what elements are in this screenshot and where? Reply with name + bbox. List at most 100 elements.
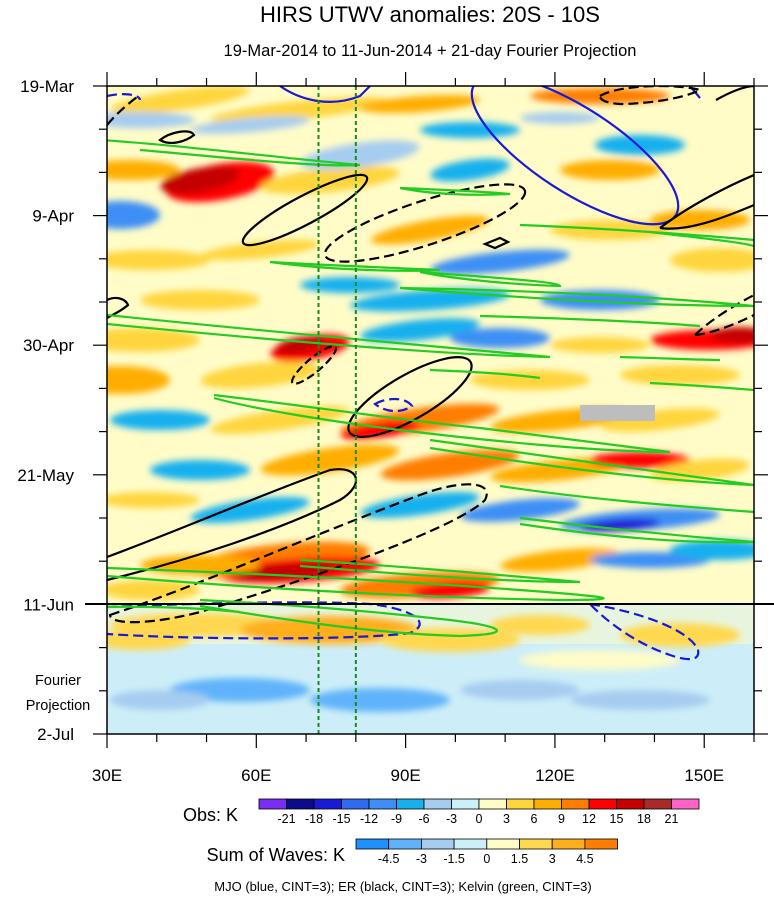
y-tick-label: 2-Jul xyxy=(37,725,74,744)
er-contour-positive-b xyxy=(347,356,473,438)
kelvin-contour-14 xyxy=(499,484,754,514)
waves-colorbar-level-label: -3 xyxy=(416,852,427,866)
er-contour-positive-a xyxy=(241,173,369,247)
anomaly-blob xyxy=(110,690,210,710)
y-tick-label: 21-May xyxy=(17,466,74,485)
mjo-contour-positive-top xyxy=(279,86,371,103)
obs-colorbar-level-label: -12 xyxy=(360,812,378,826)
y-tick-label: 30-Apr xyxy=(23,336,74,355)
anomaly-blob xyxy=(380,628,520,652)
kelvin-contour-4 xyxy=(269,260,441,272)
kelvin-contour-15 xyxy=(519,516,754,544)
waves-colorbar-color-box xyxy=(388,838,422,850)
missing-data-patch xyxy=(580,405,655,421)
anomaly-blob xyxy=(460,680,580,700)
er-contour-negative-a xyxy=(323,183,527,263)
anomaly-blob xyxy=(370,215,490,245)
anomaly-blob xyxy=(210,406,350,434)
anomaly-blob xyxy=(300,277,400,293)
obs-colorbar-level-label: -21 xyxy=(277,812,295,826)
anomaly-blob xyxy=(340,420,420,440)
anomaly-blob xyxy=(540,290,660,310)
obs-colorbar-color-box xyxy=(341,798,370,810)
obs-colorbar-level-label: 9 xyxy=(558,812,565,826)
anomaly-blob xyxy=(110,86,250,114)
anomaly-blob xyxy=(360,94,480,114)
y-tick-label: 11-Jun xyxy=(23,595,74,614)
anomaly-blob xyxy=(140,290,260,310)
waves-colorbar: -4.5 -3 -1.5 0 1.5 3 4.5 xyxy=(355,838,619,866)
anomaly-blob xyxy=(620,365,740,385)
obs-colorbar-level-label: 6 xyxy=(531,812,538,826)
mjo-contour-positive-right xyxy=(470,86,680,226)
anomaly-blob xyxy=(595,135,685,155)
chart-subtitle: 19-Mar-2014 to 11-Jun-2014 + 21-day Four… xyxy=(224,42,637,60)
x-tick-label: 120E xyxy=(535,766,575,785)
obs-colorbar-color-box xyxy=(286,798,315,810)
kelvin-contour-11 xyxy=(649,381,754,392)
anomaly-blob xyxy=(620,623,740,647)
anomaly-blob xyxy=(500,548,620,572)
waves-colorbar-level-label: 3 xyxy=(549,852,556,866)
obs-colorbar-level-label: 15 xyxy=(610,812,624,826)
waves-colorbar-color-box xyxy=(551,838,586,850)
kelvin-contour-6 xyxy=(399,286,754,308)
kelvin-contour-18 xyxy=(199,598,499,638)
y-axis: 19-Mar 9-Apr 30-Apr 21-May 11-Jun 2-Jul xyxy=(17,77,768,744)
kelvin-contour-19 xyxy=(107,605,241,614)
anomaly-blob xyxy=(190,116,310,134)
obs-colorbar-label: Obs: K xyxy=(183,805,238,825)
mjo-contour-negative-bottom-left xyxy=(107,601,421,640)
kelvin-contour-8 xyxy=(479,314,701,328)
waves-colorbar-level-label: -1.5 xyxy=(443,852,465,866)
waves-colorbar-level-label: 4.5 xyxy=(576,852,593,866)
er-contour-small-loop xyxy=(158,130,196,144)
kelvin-contour-16 xyxy=(107,566,605,602)
er-contour-positive-c xyxy=(107,468,358,582)
obs-colorbar-level-label: -3 xyxy=(446,812,457,826)
anomaly-blob xyxy=(107,492,200,508)
anomaly-blob xyxy=(190,497,310,523)
anomaly-blob xyxy=(600,408,720,432)
mjo-contour-negative-top-left xyxy=(107,93,142,101)
projection-label-line-2: Projection xyxy=(26,698,90,714)
anomaly-blob xyxy=(107,580,200,600)
obs-colorbar-color-box xyxy=(671,798,700,810)
er-contour-top-left xyxy=(107,94,141,126)
anomaly-blob xyxy=(260,444,400,476)
anomaly-blob xyxy=(200,361,320,389)
er-contour-negative-top-right xyxy=(598,86,703,106)
obs-colorbar-color-box xyxy=(313,798,342,810)
obs-colorbar-level-label: -18 xyxy=(305,812,323,826)
obs-colorbar-color-box xyxy=(506,798,535,810)
obs-colorbar-level-label: 3 xyxy=(503,812,510,826)
kelvin-contour-1 xyxy=(107,139,361,167)
anomaly-blob xyxy=(670,248,754,272)
obs-colorbar-level-label: -6 xyxy=(418,812,429,826)
anomaly-blob xyxy=(520,650,680,670)
waves-colorbar-level-label: 1.5 xyxy=(511,852,528,866)
anomaly-blob xyxy=(650,458,750,482)
anomaly-blob xyxy=(107,160,180,180)
kelvin-contour-7 xyxy=(107,313,551,359)
x-tick-label: 60E xyxy=(241,766,271,785)
er-contour-negative-c xyxy=(108,483,488,624)
anomaly-blob xyxy=(310,688,450,712)
x-tick-label: 30E xyxy=(92,766,122,785)
plot-frame xyxy=(106,85,755,735)
obs-colorbar-level-label: 0 xyxy=(476,812,483,826)
anomaly-field xyxy=(107,86,754,734)
reference-lines xyxy=(317,86,357,734)
waves-colorbar-label: Sum of Waves: K xyxy=(207,845,345,865)
kelvin-contour-17 xyxy=(299,558,581,584)
obs-colorbar-color-box xyxy=(588,798,617,810)
waves-colorbar-level-label: -4.5 xyxy=(378,852,400,866)
waves-colorbar-color-box xyxy=(453,838,488,850)
obs-colorbar-level-label: 12 xyxy=(582,812,596,826)
anomaly-blob xyxy=(710,327,754,343)
anomaly-blob xyxy=(570,690,710,710)
chart-title: HIRS UTWV anomalies: 20S - 10S xyxy=(260,2,600,27)
x-tick-label: 150E xyxy=(684,766,724,785)
obs-colorbar-color-box xyxy=(478,798,507,810)
kelvin-contour-12 xyxy=(213,393,671,454)
